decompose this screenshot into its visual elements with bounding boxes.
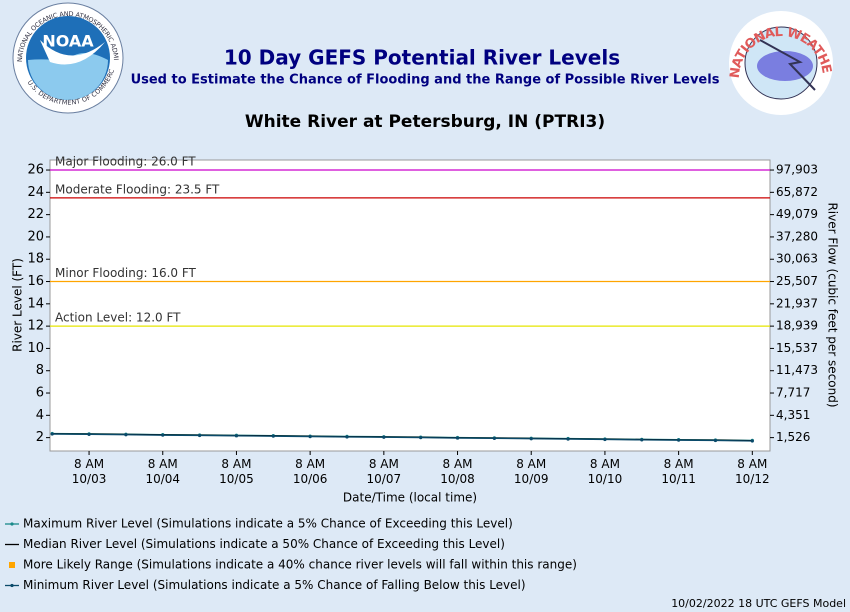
x-tick-label: 8 AM 10/08	[440, 457, 475, 486]
y-tick-label: 18	[27, 252, 44, 267]
x-tick-label: 8 AM 10/05	[219, 457, 254, 486]
threshold-label: Moderate Flooding: 23.5 FT	[55, 182, 220, 196]
y2-tick-label: 25,507	[776, 274, 818, 288]
y2-tick-label: 65,872	[776, 185, 818, 199]
series-marker	[529, 437, 533, 441]
series-marker	[271, 434, 275, 438]
y2-tick-label: 97,903	[776, 163, 818, 177]
y2-tick-label: 37,280	[776, 229, 818, 243]
series-marker	[713, 438, 718, 443]
legend-marker	[10, 583, 14, 588]
title: 10 Day GEFS Potential River Levels	[224, 46, 620, 70]
legend-swatch	[9, 562, 15, 568]
x-tick-label: 8 AM 10/11	[661, 457, 696, 486]
y-tick-label: 24	[27, 185, 44, 200]
x-tick-label: 8 AM 10/06	[292, 457, 328, 486]
y-axis-label: River Level (FT)	[11, 258, 25, 352]
location: White River at Petersburg, IN (PTRI3)	[245, 112, 605, 132]
series-marker	[603, 437, 607, 442]
x-tick-label: 8 AM 10/09	[513, 457, 549, 486]
y2-tick-label: 7,717	[776, 386, 810, 400]
legend-marker	[10, 522, 14, 526]
legend-label: Maximum River Level (Simulations indicat…	[23, 517, 513, 531]
series-marker	[124, 433, 128, 437]
y-tick-label: 10	[27, 341, 44, 356]
series-marker	[382, 435, 386, 439]
series-marker	[234, 434, 239, 438]
x-tick-label: 8 AM 10/03	[71, 457, 107, 486]
series-marker	[640, 438, 644, 442]
series-marker	[161, 433, 165, 437]
y2-tick-label: 11,473	[776, 363, 818, 377]
x-axis-label: Date/Time (local time)	[343, 491, 477, 505]
y2-axis-label: River Flow (cubic feet per second)	[826, 202, 840, 407]
legend-label: Median River Level (Simulations indicate…	[23, 537, 505, 551]
series-marker	[198, 433, 202, 438]
series-marker	[677, 438, 681, 442]
series-marker	[750, 439, 754, 443]
y2-tick-label: 1,526	[776, 430, 810, 444]
noaa-text: NOAA	[42, 32, 94, 51]
x-tick-label: 8 AM 10/10	[587, 457, 623, 486]
series-marker	[419, 436, 423, 440]
x-tick-label: 8 AM 10/07	[366, 457, 402, 486]
threshold-label: Minor Flooding: 16.0 FT	[55, 266, 197, 280]
series-marker	[566, 437, 570, 441]
y-tick-label: 14	[27, 296, 44, 311]
plot-area	[49, 159, 771, 452]
x-tick-label: 8 AM 10/12	[735, 457, 770, 486]
y-tick-label: 6	[36, 386, 44, 401]
noaa-logo: NOAA NATIONAL OCEANIC AND ATMOSPHERIC AD…	[0, 0, 124, 114]
series-line	[52, 433, 753, 442]
series-marker	[50, 432, 54, 436]
y-tick-label: 8	[36, 363, 44, 378]
y-tick-label: 22	[27, 207, 44, 222]
y2-tick-label: 30,063	[776, 252, 818, 266]
y2-tick-label: 4,351	[776, 408, 810, 422]
series-marker	[492, 436, 496, 441]
legend-label: Minimum River Level (Simulations indicat…	[23, 578, 526, 592]
y2-tick-label: 15,537	[776, 341, 818, 355]
y2-tick-label: 18,939	[776, 319, 818, 333]
y2-tick-label: 49,079	[776, 207, 818, 221]
series-marker	[308, 435, 312, 439]
x-tick-label: 8 AM 10/04	[145, 457, 181, 486]
y-tick-label: 12	[27, 319, 44, 334]
subtitle: Used to Estimate the Chance of Flooding …	[131, 73, 720, 88]
legend-label: More Likely Range (Simulations indicate …	[23, 558, 577, 572]
y-tick-label: 16	[27, 274, 44, 289]
footer: 10/02/2022 18 UTC GEFS Model	[671, 597, 846, 610]
y-tick-label: 20	[27, 229, 44, 244]
series-marker	[455, 436, 460, 440]
y-tick-label: 2	[36, 430, 44, 445]
y-tick-label: 4	[36, 408, 44, 423]
series-marker	[345, 435, 349, 439]
y-tick-label: 26	[27, 163, 44, 178]
series-marker	[87, 432, 91, 436]
y2-tick-label: 21,937	[776, 296, 818, 310]
threshold-label: Action Level: 12.0 FT	[55, 311, 181, 325]
threshold-label: Major Flooding: 26.0 FT	[55, 155, 196, 169]
